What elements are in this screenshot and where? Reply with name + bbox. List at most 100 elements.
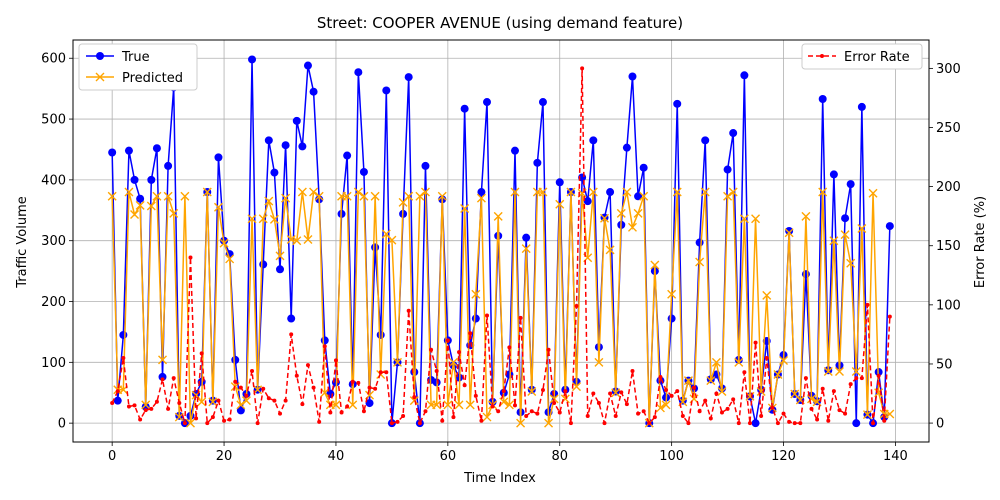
point-predicted	[460, 203, 470, 213]
point-predicted	[874, 388, 884, 398]
point-error-rate	[384, 370, 389, 375]
point-predicted	[124, 187, 134, 197]
point-error-rate	[317, 419, 322, 424]
point-predicted	[443, 400, 453, 410]
point-predicted	[650, 260, 660, 270]
point-error-rate	[345, 404, 350, 409]
point-predicted	[739, 214, 749, 224]
point-error-rate	[641, 409, 646, 414]
y-tick-label: 400	[41, 173, 66, 188]
point-error-rate	[468, 331, 473, 336]
point-error-rate	[585, 413, 590, 418]
point-true	[829, 170, 838, 179]
point-error-rate	[350, 379, 355, 384]
point-error-rate	[574, 304, 579, 309]
point-error-rate	[602, 421, 607, 426]
point-predicted	[275, 251, 285, 261]
y2-tick-label: 250	[936, 121, 961, 136]
point-error-rate	[669, 393, 674, 398]
point-error-rate	[636, 411, 641, 416]
point-error-rate	[675, 389, 680, 394]
point-predicted	[639, 191, 649, 201]
point-true	[477, 188, 486, 197]
point-predicted	[208, 397, 218, 407]
legend-predicted-marker	[95, 72, 105, 82]
point-predicted	[840, 230, 850, 240]
y2-tick-label: 100	[936, 298, 961, 313]
point-true	[320, 336, 329, 345]
point-error-rate	[837, 408, 842, 413]
point-true	[841, 214, 850, 223]
point-true	[136, 194, 145, 203]
point-error-rate	[311, 385, 316, 390]
point-true	[231, 355, 240, 364]
point-predicted	[303, 234, 313, 244]
point-predicted	[510, 187, 520, 197]
point-predicted	[482, 412, 492, 422]
point-predicted	[762, 290, 772, 300]
point-error-rate	[507, 345, 512, 350]
point-error-rate	[462, 383, 467, 388]
point-error-rate	[395, 419, 400, 424]
point-true	[634, 192, 643, 201]
y2-tick-label: 300	[936, 62, 961, 77]
point-true	[376, 330, 385, 339]
point-error-rate	[843, 411, 848, 416]
point-error-rate	[708, 416, 713, 421]
point-error-rate	[485, 313, 490, 318]
point-predicted	[711, 357, 721, 367]
point-error-rate	[731, 397, 736, 402]
point-true	[309, 87, 318, 96]
y2-tick-label: 0	[936, 417, 944, 432]
point-predicted	[600, 213, 609, 223]
y-tick-label: 100	[41, 356, 66, 371]
point-true	[343, 151, 352, 160]
point-error-rate	[272, 398, 277, 403]
point-true	[382, 86, 391, 95]
point-predicted	[146, 201, 156, 211]
point-true	[846, 180, 855, 189]
point-true	[606, 188, 615, 197]
point-true	[404, 73, 413, 82]
point-error-rate	[406, 308, 411, 313]
x-axis-label: Time Index	[463, 471, 536, 486]
x-tick-label: 40	[328, 449, 345, 464]
point-error-rate	[518, 315, 523, 320]
point-true	[298, 142, 307, 151]
point-error-rate	[876, 373, 881, 378]
point-true	[113, 396, 122, 405]
point-predicted	[862, 410, 872, 420]
point-error-rate	[121, 356, 126, 361]
point-error-rate	[154, 399, 159, 404]
point-error-rate	[188, 255, 193, 260]
point-error-rate	[255, 421, 260, 426]
point-true	[326, 389, 335, 398]
point-true	[857, 102, 866, 111]
point-predicted	[174, 412, 184, 422]
point-predicted	[353, 187, 363, 197]
point-error-rate	[848, 382, 853, 387]
point-true	[505, 370, 514, 379]
point-true	[130, 175, 139, 184]
point-error-rate	[591, 391, 596, 396]
point-error-rate	[686, 421, 691, 426]
point-error-rate	[540, 387, 545, 392]
point-error-rate	[278, 411, 283, 416]
point-predicted	[801, 211, 811, 221]
point-error-rate	[305, 363, 310, 368]
legend-predicted-label: Predicted	[122, 71, 183, 86]
x-tick-label: 140	[883, 449, 908, 464]
point-predicted	[269, 214, 279, 224]
point-error-rate	[434, 369, 439, 374]
point-error-rate	[680, 413, 685, 418]
point-true	[119, 330, 128, 339]
point-predicted	[527, 387, 537, 397]
point-true	[124, 146, 133, 155]
point-true	[555, 178, 564, 187]
point-error-rate	[664, 387, 669, 392]
point-true	[695, 238, 704, 247]
point-predicted	[314, 191, 324, 201]
point-error-rate	[356, 380, 361, 385]
point-error-rate	[115, 389, 120, 394]
point-error-rate	[440, 418, 445, 423]
